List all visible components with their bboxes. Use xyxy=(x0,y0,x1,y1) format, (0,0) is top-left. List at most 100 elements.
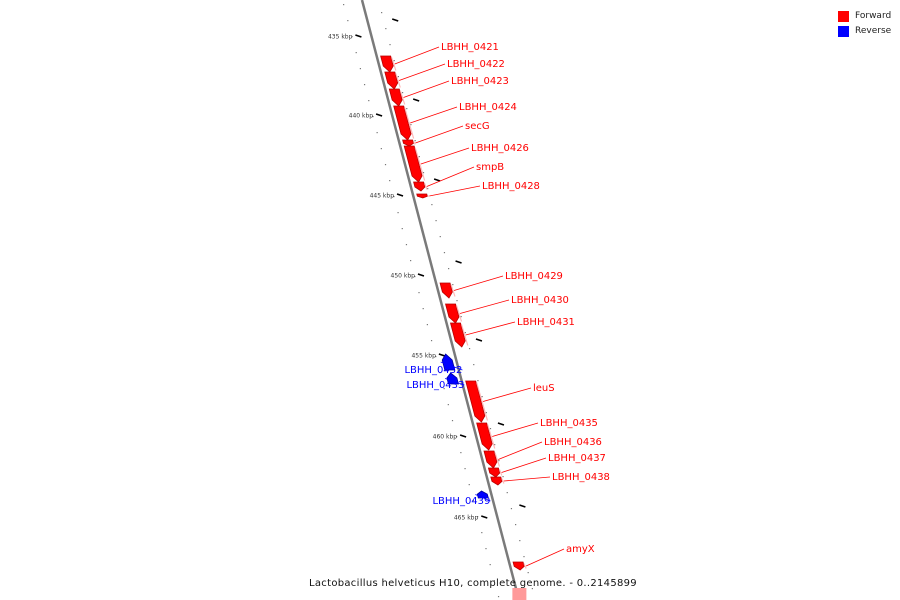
gene-feature-LBHH_0436[interactable] xyxy=(483,450,498,469)
gene-highlight xyxy=(476,382,489,421)
gene-label-LBHH_0428[interactable]: LBHH_0428 xyxy=(482,181,540,192)
gene-label-leuS[interactable]: leuS xyxy=(533,383,555,394)
gene-label-secG[interactable]: secG xyxy=(465,121,490,132)
scale-tick xyxy=(417,273,425,277)
gene-label-LBHH_0424[interactable]: LBHH_0424 xyxy=(459,102,517,113)
guide-dot xyxy=(439,372,441,374)
gene-highlight xyxy=(494,452,501,467)
gene-label-LBHH_0436[interactable]: LBHH_0436 xyxy=(544,437,602,448)
guide-dot xyxy=(485,412,487,414)
gene-highlight xyxy=(501,478,505,484)
legend-forward-label: Forward xyxy=(855,11,892,21)
legend-forward: Forward xyxy=(838,9,891,23)
minor-tick xyxy=(412,98,420,102)
gene-labels: LBHH_0421 LBHH_0422 LBHH_0423 LBHH_0424 secG… xyxy=(394,42,610,567)
scale-tick xyxy=(355,34,362,38)
gene-label-LBHH_0437[interactable]: LBHH_0437 xyxy=(548,453,606,464)
guide-dot xyxy=(372,116,374,118)
gene-label-LBHH_0433[interactable]: LBHH_0433 xyxy=(406,380,464,391)
gene-leader-line xyxy=(415,125,464,144)
guide-dot xyxy=(431,204,433,206)
gene-highlight xyxy=(414,147,426,181)
guide-dot xyxy=(427,188,429,190)
guide-dot xyxy=(489,564,491,566)
guide-dot xyxy=(443,388,445,390)
guide-dot xyxy=(481,532,483,534)
gene-label-amyX[interactable]: amyX xyxy=(566,544,595,555)
scale-tick-label: 455 kbp xyxy=(411,353,436,360)
guide-dot xyxy=(381,12,383,14)
gene-feature-smpB[interactable] xyxy=(413,181,426,192)
gene-label-LBHH_0422[interactable]: LBHH_0422 xyxy=(447,59,505,70)
scale-tick-label: 440 kbp xyxy=(349,113,374,120)
gene-label-LBHH_0423[interactable]: LBHH_0423 xyxy=(451,76,509,87)
scale-tick xyxy=(396,193,404,197)
gene-feature-LBHH_0431[interactable] xyxy=(450,322,466,348)
gene-feature-LBHH_0438[interactable] xyxy=(490,476,503,486)
gene-label-LBHH_0430[interactable]: LBHH_0430 xyxy=(511,295,569,306)
guide-dot xyxy=(468,484,470,486)
scale-tick-label: 465 kbp xyxy=(454,515,479,522)
gene-feature-LBHH_0422[interactable] xyxy=(384,71,399,90)
gene-feature-LBHH_0430[interactable] xyxy=(445,303,460,324)
guide-dot xyxy=(519,540,521,542)
guide-dot xyxy=(397,76,399,78)
guide-dot xyxy=(355,52,357,54)
guide-dot xyxy=(531,588,533,590)
gene-features xyxy=(380,55,527,600)
gene-label-LBHH_0426[interactable]: LBHH_0426 xyxy=(471,143,529,154)
guide-dot xyxy=(363,84,366,86)
scale-tick-label: 450 kbp xyxy=(391,273,416,280)
legend-reverse-label: Reverse xyxy=(855,26,892,36)
gene-leader-line xyxy=(444,378,465,386)
guide-dot xyxy=(401,228,403,230)
guide-dot xyxy=(401,92,404,94)
reverse-swatch xyxy=(838,25,849,37)
guide-dot xyxy=(368,100,370,102)
tick-dots xyxy=(343,4,533,598)
gene-feature-LBHH_0424[interactable] xyxy=(393,105,412,141)
gene-leader-line xyxy=(440,361,463,371)
gene-highlight xyxy=(450,284,456,297)
gene-label-LBHH_0435[interactable]: LBHH_0435 xyxy=(540,418,598,429)
gene-highlight xyxy=(487,424,496,449)
gene-leader-line xyxy=(410,106,458,124)
gene-feature-LBHH_0421[interactable] xyxy=(380,55,394,73)
gene-highlight xyxy=(404,107,415,139)
minor-tick xyxy=(475,338,483,342)
guide-dot xyxy=(393,60,395,62)
gene-feature-LBHH_0435[interactable] xyxy=(476,422,493,451)
gene-feature-LBHH_0428[interactable] xyxy=(416,193,428,199)
gene-label-LBHH_0439[interactable]: LBHH_0439 xyxy=(432,496,490,507)
gene-leader-line xyxy=(394,46,440,65)
gene-feature-LBHH_0429[interactable] xyxy=(439,282,453,299)
guide-dot xyxy=(351,36,353,38)
gene-feature-LBHH_0433[interactable] xyxy=(446,372,459,385)
gene-label-LBHH_0432[interactable]: LBHH_0432 xyxy=(404,365,462,376)
gene-highlight xyxy=(523,563,527,569)
guide-dot xyxy=(498,460,500,462)
guide-dot xyxy=(414,276,416,278)
guide-dot xyxy=(452,284,454,286)
guide-dot xyxy=(447,404,449,406)
scale-tick xyxy=(375,113,383,117)
gene-feature-LBHH_0437[interactable] xyxy=(487,467,501,478)
gene-label-LBHH_0431[interactable]: LBHH_0431 xyxy=(517,317,575,328)
guide-dot xyxy=(422,308,424,310)
gene-leader-line xyxy=(503,476,551,482)
gene-highlight xyxy=(427,195,430,197)
gene-label-LBHH_0421[interactable]: LBHH_0421 xyxy=(441,42,499,53)
gene-feature-LBHH_0426[interactable] xyxy=(403,145,423,183)
gene-feature-amyX[interactable] xyxy=(512,561,525,571)
guide-dot xyxy=(443,252,446,254)
gene-label-LBHH_0429[interactable]: LBHH_0429 xyxy=(505,271,563,282)
gene-feature-LBHH_0423[interactable] xyxy=(388,88,403,107)
gene-label-smpB[interactable]: smpB xyxy=(476,162,504,173)
gene-feature-secG[interactable] xyxy=(402,139,414,147)
guide-dot xyxy=(410,124,412,126)
gene-feature-leuS[interactable] xyxy=(465,380,486,423)
gene-leader-line xyxy=(465,321,516,336)
guide-dot xyxy=(397,212,399,214)
gene-label-LBHH_0438[interactable]: LBHH_0438 xyxy=(552,472,610,483)
